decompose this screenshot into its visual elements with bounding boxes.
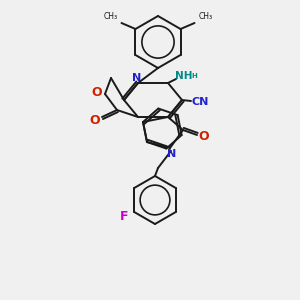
Text: H: H <box>191 73 197 79</box>
Text: CH₃: CH₃ <box>199 12 213 21</box>
Text: F: F <box>120 211 128 224</box>
Text: CN: CN <box>191 97 209 107</box>
Text: N: N <box>132 73 142 83</box>
Text: O: O <box>199 130 209 143</box>
Text: NH: NH <box>175 71 193 81</box>
Text: O: O <box>92 85 102 98</box>
Text: O: O <box>90 113 100 127</box>
Text: N: N <box>167 149 177 159</box>
Text: CH₃: CH₃ <box>103 12 118 21</box>
